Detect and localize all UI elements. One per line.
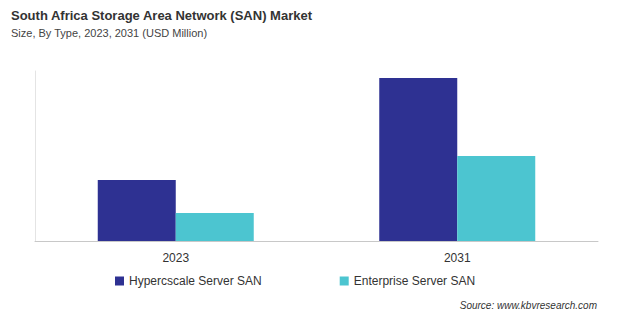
svg-text:Source: www.kbvresearch.com: Source: www.kbvresearch.com [460, 300, 597, 311]
svg-text:Size, By Type, 2023, 2031 (USD: Size, By Type, 2023, 2031 (USD Million) [11, 27, 207, 39]
svg-text:South Africa Storage Area Netw: South Africa Storage Area Network (SAN) … [11, 8, 313, 23]
svg-text:Hypercscale Server SAN: Hypercscale Server SAN [129, 274, 262, 288]
svg-text:2023: 2023 [162, 251, 189, 265]
svg-text:Enterprise Server SAN: Enterprise Server SAN [354, 274, 475, 288]
svg-text:2031: 2031 [444, 251, 471, 265]
